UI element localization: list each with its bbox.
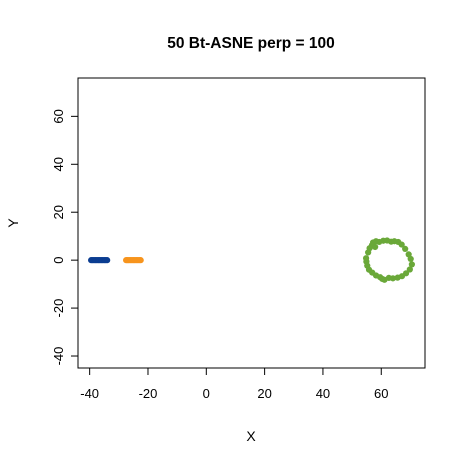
y-tick-label: -40: [51, 347, 66, 366]
y-tick-label: 60: [51, 109, 66, 123]
series-3: [362, 237, 415, 283]
x-axis-label: X: [246, 428, 256, 444]
data-point: [407, 255, 414, 263]
y-axis-label: Y: [5, 218, 21, 228]
x-tick-label: -40: [80, 386, 99, 401]
x-tick-label: 0: [203, 386, 210, 401]
data-point: [363, 258, 370, 265]
data-point: [394, 274, 401, 281]
y-tick-label: 20: [51, 205, 66, 219]
y-tick-label: -20: [51, 299, 66, 318]
series-1: [88, 257, 111, 264]
data-point: [379, 275, 386, 282]
y-tick-label: 0: [51, 257, 66, 264]
data-point: [372, 243, 379, 251]
data-point: [398, 241, 405, 248]
data-points: [88, 237, 415, 283]
series-2: [123, 257, 144, 264]
data-point: [406, 266, 413, 273]
plot-frame: [77, 77, 426, 369]
x-tick-label: -20: [139, 386, 158, 401]
x-tick-label: 40: [316, 386, 330, 401]
plot-border: [77, 77, 426, 369]
y-axis: -40 -20 0 20 40 60: [51, 109, 79, 366]
x-tick-label: 20: [257, 386, 271, 401]
data-point: [104, 257, 111, 264]
y-tick-label: 40: [51, 157, 66, 171]
x-axis: -40 -20 0 20 40 60: [80, 367, 388, 401]
x-tick-label: 60: [374, 386, 388, 401]
data-point: [137, 257, 144, 264]
data-point: [402, 245, 409, 252]
data-point: [408, 261, 415, 268]
chart-title: 50 Bt-ASNE perp = 100: [167, 35, 335, 52]
